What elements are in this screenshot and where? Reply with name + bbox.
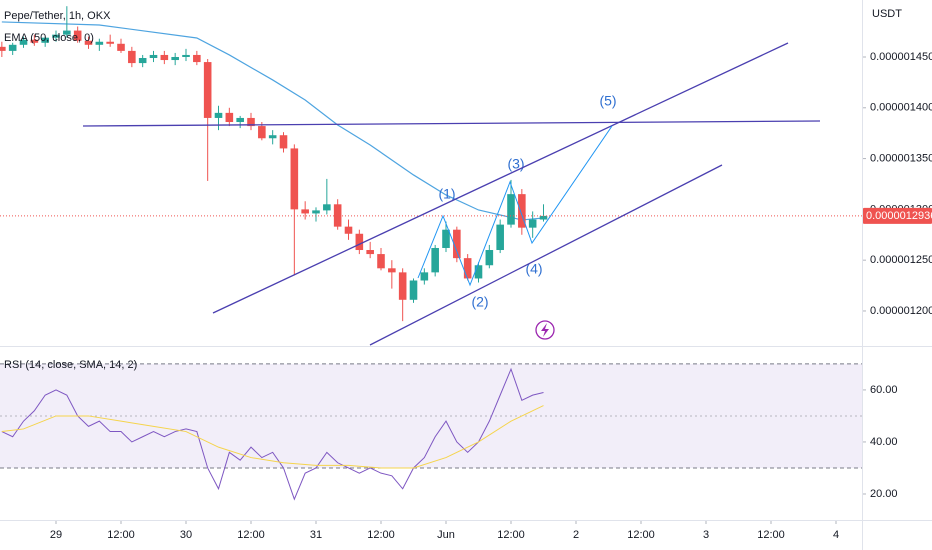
candle-body [442, 229, 450, 248]
rsi-line [1, 405, 544, 469]
candle-body [409, 280, 418, 300]
x-tick-label: Jun [437, 529, 455, 541]
candle-body [117, 43, 125, 51]
candle-body [52, 34, 60, 38]
candle-body [453, 229, 461, 259]
candle-body [344, 226, 353, 234]
candle-body [128, 50, 136, 64]
candle-body [463, 258, 472, 279]
candle-body [398, 272, 407, 300]
x-tick-label: 29 [50, 529, 62, 541]
candle-body [355, 233, 364, 251]
upper-channel-line [212, 42, 789, 314]
candle-body [290, 148, 299, 210]
candle-body [149, 54, 158, 59]
rsi-title: RSI (14, close, SMA, 14, 2) [4, 359, 137, 371]
candle-body [507, 194, 515, 225]
candle-body [539, 215, 548, 220]
rsi-line [1, 367, 544, 501]
candle-body [41, 37, 49, 43]
y-tick-label: 20.00 [870, 488, 898, 500]
candle-body [73, 30, 82, 41]
candle-body [236, 117, 244, 123]
candle-body [518, 194, 526, 228]
x-tick-label: 31 [310, 529, 322, 541]
candle-body [160, 54, 169, 61]
ema-line [1, 21, 544, 221]
wave-path [417, 125, 613, 287]
event-bolt [541, 323, 549, 337]
candle-body [0, 46, 6, 51]
last-price-tag [863, 207, 932, 224]
candle-body [333, 204, 342, 227]
lower-channel-line [369, 164, 723, 346]
candle-body [388, 268, 396, 273]
candle-body [95, 41, 104, 45]
candle-body [366, 250, 374, 255]
candle-body [30, 39, 39, 43]
candle-body [171, 56, 179, 61]
candle-body [431, 247, 439, 273]
y-tick-label: 40.00 [870, 436, 898, 448]
candle-body [474, 265, 483, 279]
candle-body [182, 54, 190, 57]
candle-body [420, 272, 429, 281]
candle-body [84, 40, 93, 45]
candle-body [63, 30, 71, 35]
y-axis-label: USDT [872, 8, 902, 20]
chart-title: Pepe/Tether, 1h, OKX [4, 10, 111, 22]
x-tick-label: 12:00 [107, 529, 135, 541]
x-tick-label: 12:00 [757, 529, 785, 541]
candle-body [268, 135, 277, 139]
x-tick-label: 12:00 [627, 529, 655, 541]
candle-body [528, 219, 537, 228]
x-tick-label: 2 [573, 529, 579, 541]
candle-body [323, 204, 331, 211]
candle-body [485, 250, 494, 266]
x-tick-label: 3 [703, 529, 709, 541]
last-price-label: 0.0000012936 [866, 210, 932, 222]
candle-body [138, 58, 147, 64]
x-tick-label: 4 [833, 529, 839, 541]
candle-body [279, 135, 288, 149]
candle-body [203, 62, 212, 118]
candle-body [214, 112, 223, 118]
candle-body [225, 112, 234, 123]
ema-legend: EMA (50, close, 0) [4, 32, 94, 44]
drawings [82, 42, 821, 346]
candle-body [258, 126, 266, 139]
wave-label: (1) [438, 186, 455, 202]
wave-label: (5) [599, 93, 616, 109]
horizontal-trendline [82, 120, 821, 127]
event-icon[interactable] [535, 320, 555, 340]
candle-body [301, 209, 309, 214]
y-tick-label: 60.00 [870, 384, 898, 396]
candle-body [193, 54, 201, 63]
wave-label: (4) [525, 261, 542, 277]
candle-body [377, 254, 385, 269]
x-tick-label: 30 [180, 529, 192, 541]
wave-label: (2) [471, 294, 488, 310]
candle-body [106, 41, 114, 44]
candle-body [8, 44, 17, 51]
candle-body [247, 117, 255, 127]
wave-label: (3) [507, 156, 524, 172]
candle-body [19, 39, 28, 45]
x-tick-label: 12:00 [367, 529, 395, 541]
x-tick-label: 12:00 [237, 529, 265, 541]
candle-body [312, 210, 320, 214]
candle-body [496, 224, 504, 251]
x-tick-label: 12:00 [497, 529, 525, 541]
